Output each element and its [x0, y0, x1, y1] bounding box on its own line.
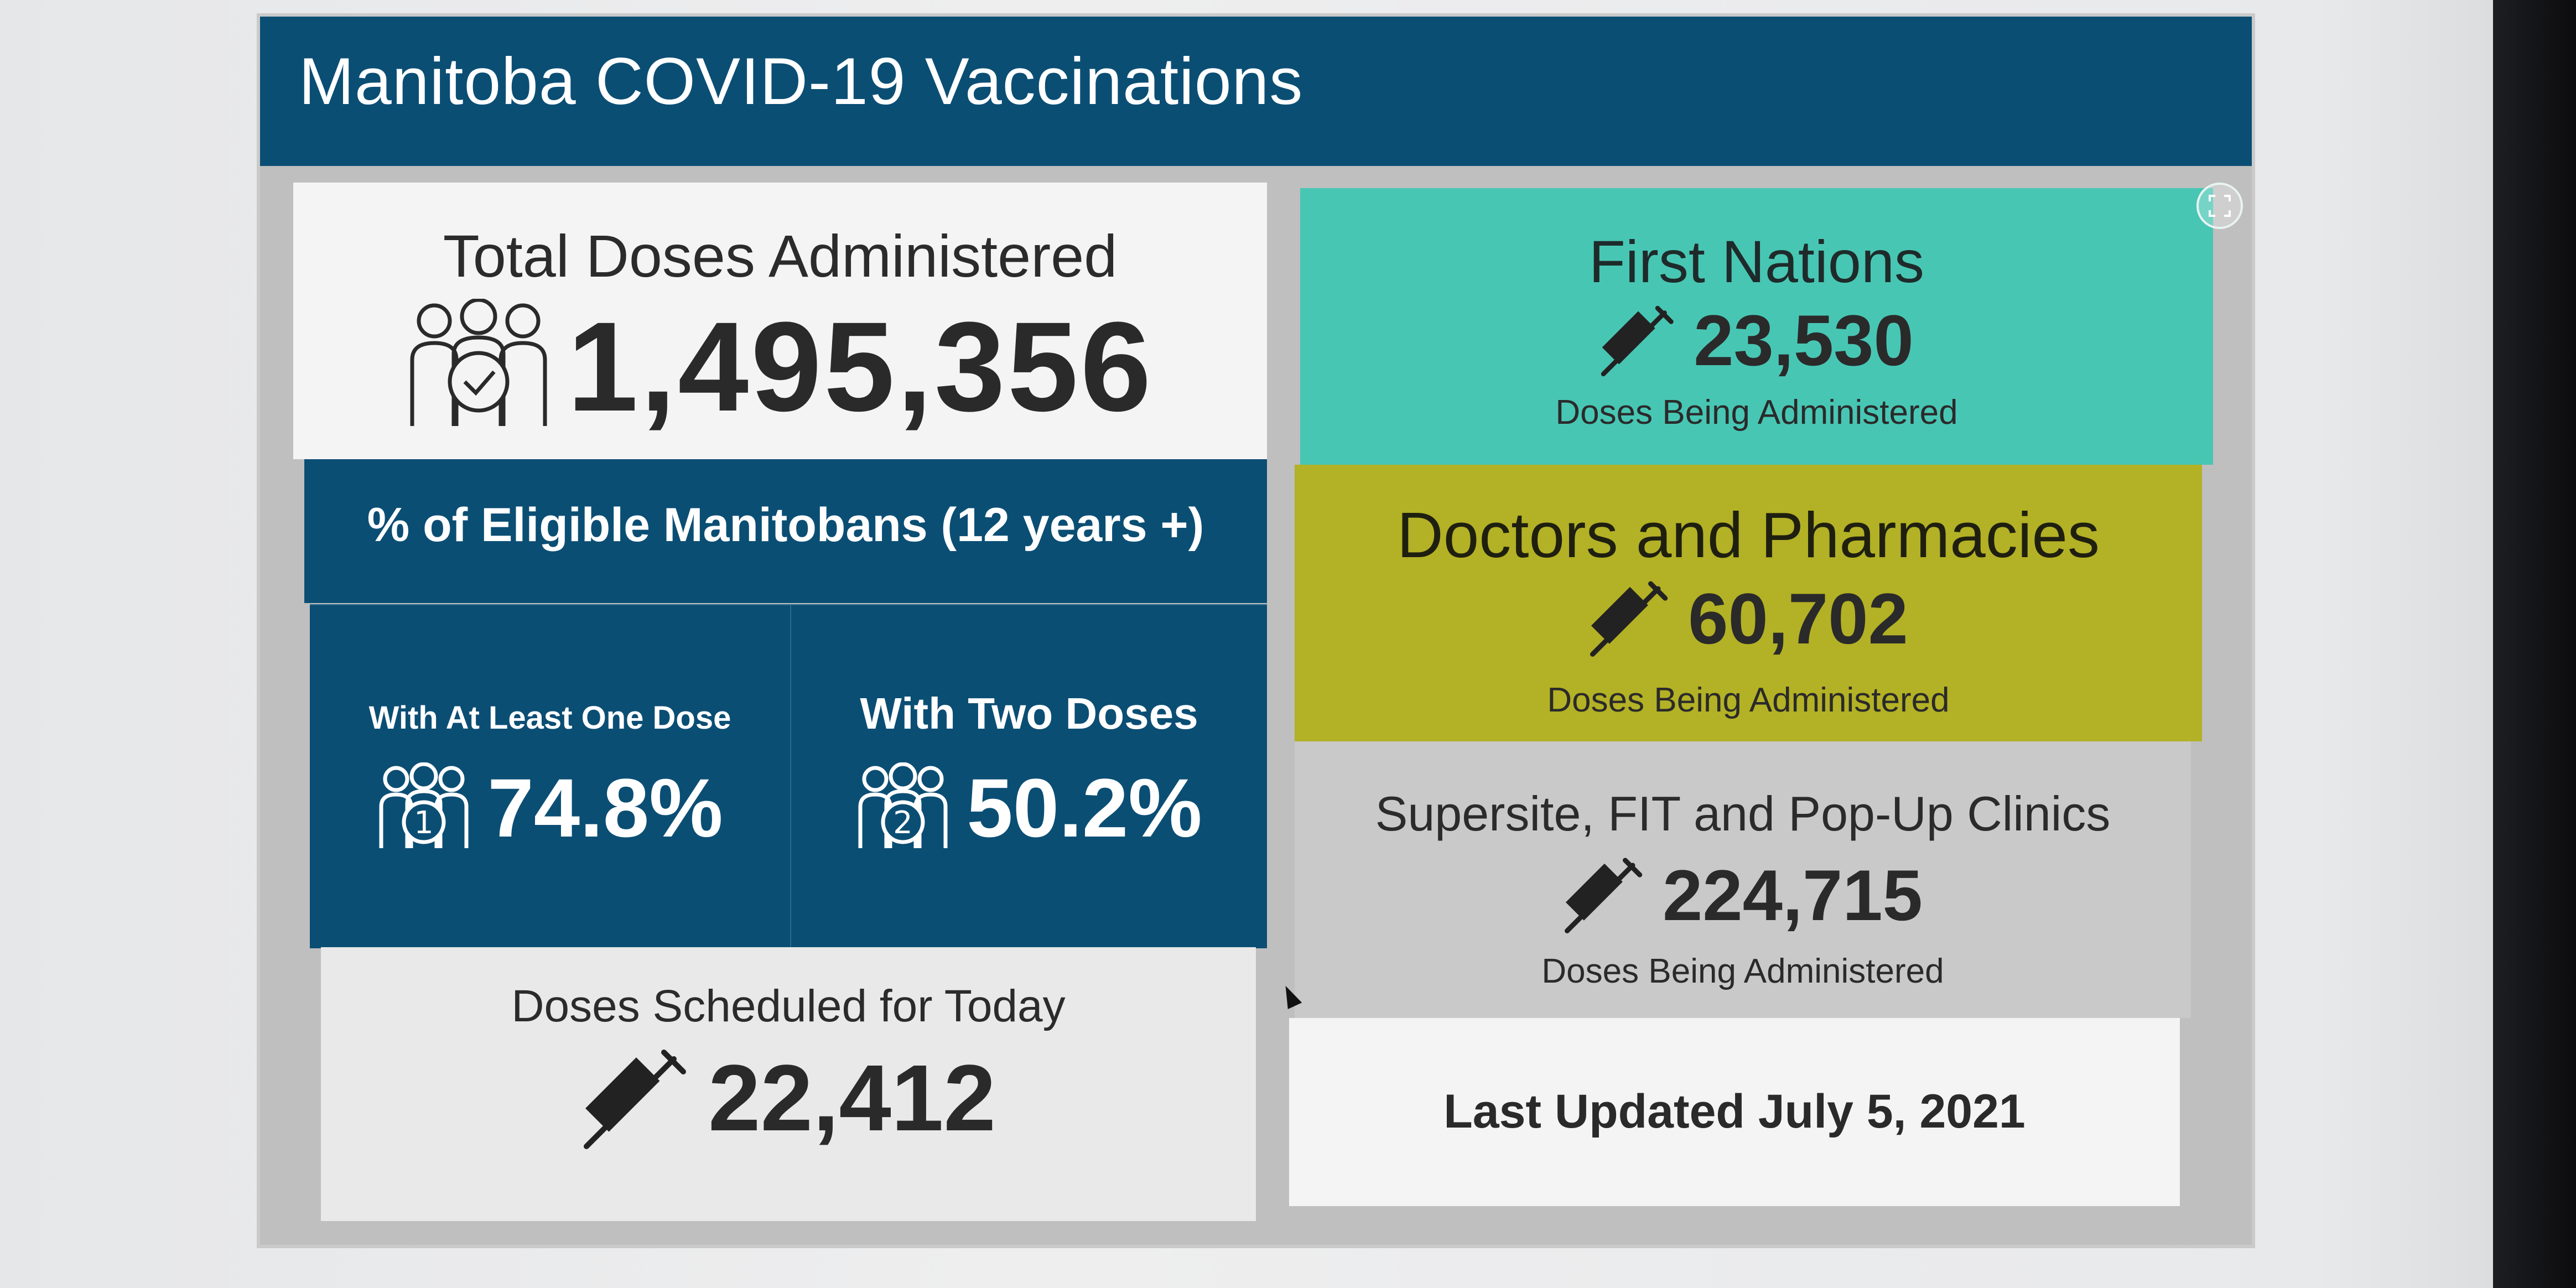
page-title: Manitoba COVID-19 Vaccinations	[299, 44, 1303, 118]
last-updated-panel: Last Updated July 5, 2021	[1289, 1018, 2180, 1206]
scheduled-today-label: Doses Scheduled for Today	[511, 981, 1066, 1031]
syringe-icon	[1588, 575, 1671, 661]
monitor-bezel	[2493, 0, 2576, 1288]
people-two-icon: 2	[856, 762, 950, 854]
total-doses-label: Total Doses Administered	[443, 222, 1118, 289]
two-doses-label: With Two Doses	[860, 689, 1198, 738]
syringe-icon	[1563, 852, 1646, 938]
supersite-sub: Doses Being Administered	[1541, 952, 1944, 990]
eligible-header: % of Eligible Manitobans (12 years +)	[367, 498, 1204, 552]
syringe-icon	[581, 1041, 692, 1155]
one-dose-label: With At Least One Dose	[368, 700, 731, 736]
svg-text:2: 2	[894, 805, 913, 841]
two-doses-panel: With Two Doses 2 50.2%	[791, 604, 1267, 948]
people-one-icon: 1	[377, 762, 471, 854]
supersite-value: 224,715	[1663, 854, 1923, 936]
doctors-pharmacies-value: 60,702	[1688, 578, 1908, 659]
total-doses-value: 1,495,356	[567, 295, 1154, 438]
scheduled-today-panel: Doses Scheduled for Today 22,412	[321, 947, 1256, 1221]
title-bar: Manitoba COVID-19 Vaccinations	[260, 17, 2252, 166]
scheduled-today-value: 22,412	[708, 1045, 996, 1151]
doctors-pharmacies-sub: Doses Being Administered	[1547, 681, 1950, 719]
first-nations-panel: First Nations 23,530 Doses Being Adminis…	[1300, 188, 2213, 465]
one-dose-value: 74.8%	[487, 761, 723, 854]
first-nations-sub: Doses Being Administered	[1555, 393, 1958, 432]
one-dose-panel: With At Least One Dose 1 74.8%	[310, 604, 792, 948]
two-doses-value: 50.2%	[967, 761, 1202, 854]
people-check-icon	[407, 298, 550, 434]
doctors-pharmacies-label: Doctors and Pharmacies	[1396, 499, 2100, 571]
total-doses-panel: Total Doses Administered 1,495,356	[293, 183, 1267, 459]
supersite-panel: Supersite, FIT and Pop-Up Clinics 224,71…	[1295, 741, 2191, 1018]
last-updated-text: Last Updated July 5, 2021	[1443, 1085, 2026, 1138]
first-nations-value: 23,530	[1694, 300, 1914, 381]
supersite-label: Supersite, FIT and Pop-Up Clinics	[1375, 786, 2111, 841]
first-nations-label: First Nations	[1588, 228, 1925, 295]
svg-text:1: 1	[414, 805, 434, 841]
expand-button[interactable]	[2196, 183, 2243, 229]
dashboard: Manitoba COVID-19 Vaccinations Total Dos…	[260, 17, 2252, 1245]
doctors-pharmacies-panel: Doctors and Pharmacies 60,702 Doses Bein…	[1295, 465, 2202, 741]
syringe-icon	[1599, 300, 1677, 381]
eligible-header-panel: % of Eligible Manitobans (12 years +)	[304, 459, 1267, 603]
expand-icon	[2209, 195, 2231, 217]
